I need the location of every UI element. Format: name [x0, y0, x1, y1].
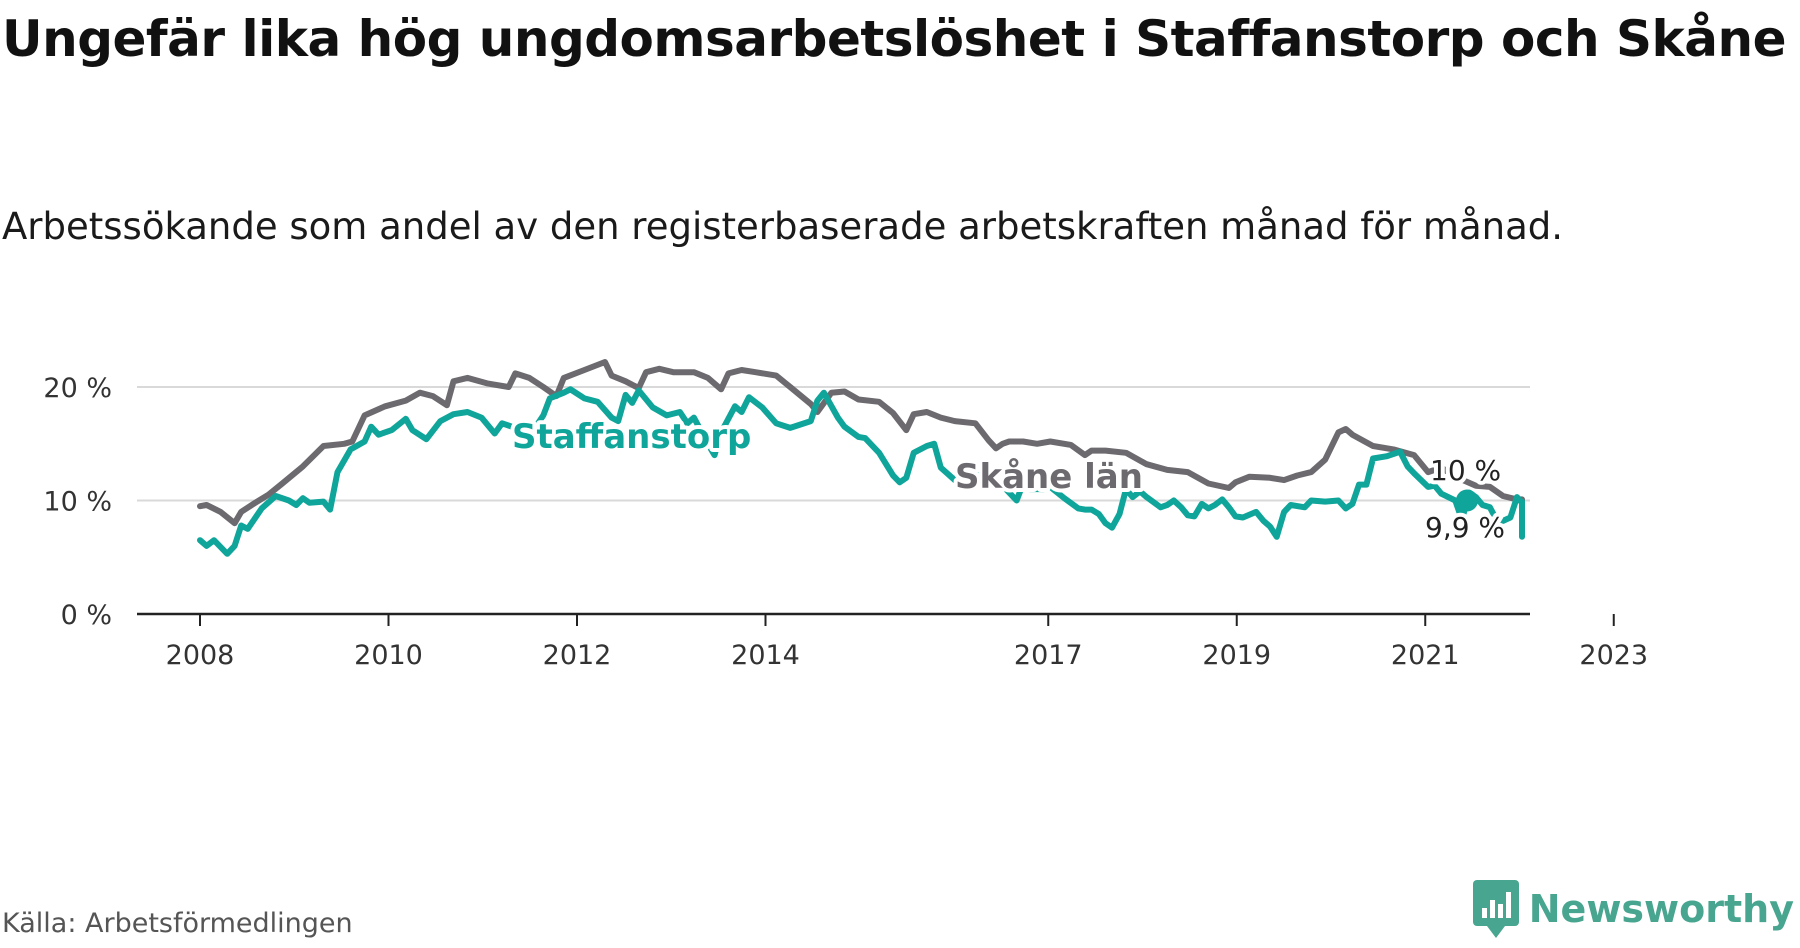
series-label-staffanstorp-halo: Staffanstorp: [512, 417, 751, 457]
series-lines: [197, 359, 1525, 557]
end-value-staffanstorp: 9,9 %: [1425, 511, 1505, 544]
x-tick-label: 2012: [543, 640, 612, 671]
chart-title: Ungefär lika hög ungdomsarbetslöshet i S…: [2, 10, 1787, 68]
end-point-marker: [1456, 489, 1478, 512]
series-line-skane: [197, 359, 1525, 527]
end-value-skane-halo: 10 %: [1430, 454, 1501, 487]
end-value-staffanstorp-halo: 9,9 %: [1425, 511, 1505, 544]
y-tick-label: 20 %: [43, 373, 112, 404]
x-tick-label: 2021: [1391, 640, 1460, 671]
series-label-skane: Skåne län: [955, 457, 1143, 497]
x-tick-label: 2010: [354, 640, 423, 671]
series-label-staffanstorp: Staffanstorp: [512, 417, 751, 457]
brand-logo: Newsworthy: [1472, 880, 1794, 938]
axes: 0 % 10 % 20 % 2008 2010 2012 2014 2017 2019 2021 2…: [43, 373, 1648, 671]
x-tick-label: 2014: [731, 640, 800, 671]
y-tick-label: 0 %: [61, 600, 112, 631]
chart-subtitle: Arbetssökande som andel av den registerb…: [2, 205, 1563, 248]
source-note: Källa: Arbetsförmedlingen: [2, 908, 353, 939]
x-tick-label: 2017: [1014, 640, 1083, 671]
y-tick-label: 10 %: [43, 487, 112, 518]
x-tick-label: 2008: [166, 640, 235, 671]
newsworthy-logo-icon: [1472, 880, 1519, 938]
gridlines: [137, 386, 1530, 502]
series-line-staffanstorp: [197, 386, 1525, 557]
brand-name: Newsworthy: [1528, 887, 1794, 931]
end-value-skane: 10 %: [1430, 454, 1501, 487]
x-tick-label: 2023: [1579, 640, 1648, 671]
series-label-skane-halo: Skåne län: [955, 457, 1143, 497]
x-tick-label: 2019: [1202, 640, 1271, 671]
